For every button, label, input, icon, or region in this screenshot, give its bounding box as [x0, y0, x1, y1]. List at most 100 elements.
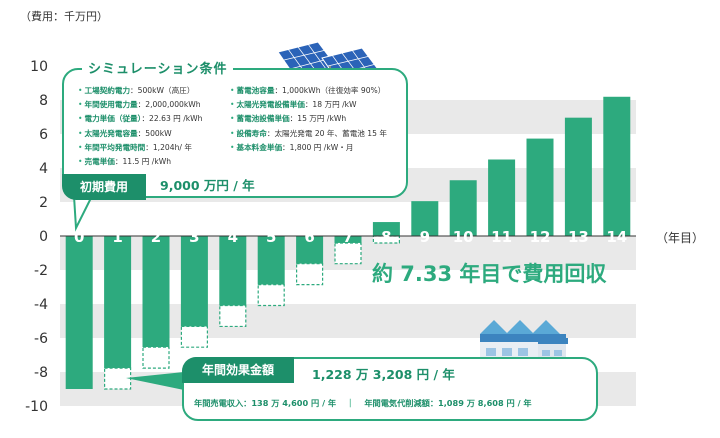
x-tick-label: 11 [491, 228, 512, 246]
y-tick-label: 2 [39, 195, 48, 211]
condition-row: • 電力単価（従量）：22.63 円 /kWh [78, 112, 202, 126]
x-tick-label: 3 [189, 228, 199, 246]
prior-year-outline [257, 284, 285, 307]
bullet-icon: • [230, 128, 235, 138]
x-axis-unit-label: （年目） [656, 231, 705, 245]
condition-row: • 設備寿命：太陽光発電 20 年、蓄電池 15 年 [230, 127, 387, 141]
y-tick-label: 4 [39, 161, 48, 177]
condition-row: • 売電単価：11.5 円 /kWh [78, 155, 202, 169]
condition-colon: ： [141, 114, 150, 124]
condition-key: 年間使用電力量 [84, 100, 138, 110]
condition-row: • 工場契約電力：500kW（高圧） [78, 84, 202, 98]
condition-colon: ： [304, 100, 313, 110]
bar [488, 159, 516, 236]
condition-value: 18 万円 /kW [312, 100, 357, 110]
bar [296, 236, 324, 264]
bar [564, 117, 592, 236]
condition-value: 太陽光発電 20 年、蓄電池 15 年 [274, 128, 387, 138]
bar [65, 236, 93, 389]
condition-key: 工場契約電力 [84, 86, 131, 95]
payback-annotation: 約 7.33 年目で費用回収 [372, 262, 607, 286]
bullet-icon: • [230, 142, 235, 152]
condition-key: 設備寿命 [236, 128, 267, 138]
annual-effect-box: 年間効果金額 1,228 万 3,208 円 / 年 年間売電収入：138 万 … [182, 357, 598, 421]
bar [104, 236, 132, 369]
prior-year-outline [219, 304, 247, 328]
bullet-icon: • [78, 86, 83, 95]
condition-key: 蓄電池容量 [236, 86, 275, 95]
y-tick-label: -2 [34, 263, 48, 279]
condition-value: 15 万円 /kWh [297, 114, 347, 124]
y-tick-label: 0 [39, 229, 48, 245]
x-tick-label: 1 [112, 228, 122, 246]
condition-row: • 年間平均発電時間：1,204h/ 年 [78, 141, 202, 155]
conditions-left-column: • 工場契約電力：500kW（高圧） • 年間使用電力量：2,000,000kWh • 電… [78, 84, 202, 169]
y-tick-label: -4 [34, 297, 48, 313]
condition-key: 太陽光発電容量 [84, 128, 138, 138]
x-tick-label: 12 [530, 228, 551, 246]
bullet-icon: • [230, 114, 235, 124]
condition-value: 2,000,000kWh [145, 100, 201, 110]
condition-value: 500kW [145, 128, 172, 138]
prior-year-outline [296, 263, 324, 286]
condition-value: 500kW（高圧） [137, 86, 195, 95]
bar [334, 236, 362, 243]
condition-colon: ： [114, 157, 123, 167]
bar [449, 180, 477, 236]
bullet-icon: • [78, 157, 83, 167]
bar [219, 236, 247, 306]
condition-row: • 基本料金単価：1,800 円 /kW・月 [230, 141, 387, 155]
condition-colon: ： [145, 142, 153, 152]
bullet-icon: • [78, 114, 83, 124]
prior-year-outline [103, 367, 132, 390]
condition-row: • 年間使用電力量：2,000,000kWh [78, 98, 202, 112]
x-tick-label: 14 [606, 228, 627, 246]
condition-colon: ： [137, 128, 146, 138]
condition-key: 売電単価 [84, 157, 115, 167]
condition-value: 1,800 円 /kW・月 [289, 142, 354, 152]
condition-key: 基本料金単価 [236, 142, 283, 152]
x-tick-label: 10 [453, 228, 474, 246]
bullet-icon: • [78, 100, 83, 110]
condition-value: 1,000kWh（往復効率 90%） [282, 86, 386, 95]
condition-key: 年間平均発電時間 [84, 142, 146, 152]
bar [372, 222, 400, 236]
condition-key: 蓄電池設備単価 [236, 114, 290, 124]
bar [257, 236, 285, 285]
condition-value: 11.5 円 /kWh [122, 157, 172, 167]
y-tick-label: -6 [34, 331, 48, 347]
bullet-icon: • [78, 142, 83, 152]
bar [411, 201, 439, 236]
bar [526, 138, 554, 236]
prior-year-outline [180, 325, 208, 348]
bars [65, 96, 631, 389]
initial-cost-value: 9,000 万円 / 年 [160, 178, 255, 193]
bar [603, 96, 631, 237]
y-tick-label: -10 [25, 399, 48, 415]
condition-colon: ： [266, 128, 275, 138]
prior-year-outline [142, 346, 170, 369]
annual-effect-value: 1,228 万 3,208 円 / 年 [312, 367, 455, 382]
y-axis-unit-label: （費用：千万円） [20, 10, 108, 23]
condition-key: 太陽光発電設備単価 [236, 100, 305, 110]
x-tick-label: 6 [304, 228, 314, 246]
bullet-icon: • [230, 100, 235, 110]
annual-effect-label: 年間効果金額 [182, 357, 294, 383]
y-tick-label: 8 [39, 93, 48, 109]
x-tick-label: 0 [74, 228, 84, 246]
condition-row: • 蓄電池設備単価：15 万円 /kWh [230, 112, 387, 126]
x-tick-label: 4 [228, 228, 238, 246]
bar [142, 236, 170, 348]
bullet-icon: • [78, 128, 83, 138]
conditions-right-column: • 蓄電池容量：1,000kWh（往復効率 90%） • 太陽光発電設備単価：18 万… [230, 84, 387, 155]
x-tick-label: 5 [266, 228, 276, 246]
x-axis-ticks: 0 1 2 3 4 5 6 7 8 9 10 11 12 13 14 [74, 228, 627, 246]
y-axis-ticks: 10 8 6 4 2 0 -2 -4 -6 -8 -10 [25, 59, 48, 415]
prior-year-outline [334, 242, 362, 265]
condition-row: • 太陽光発電容量：500kW [78, 127, 202, 141]
condition-value: 22.63 円 /kWh [149, 114, 203, 124]
condition-row: • 蓄電池容量：1,000kWh（往復効率 90%） [230, 84, 387, 98]
y-tick-label: -8 [34, 365, 48, 381]
effect-pointer [126, 372, 184, 390]
bar [180, 236, 208, 327]
